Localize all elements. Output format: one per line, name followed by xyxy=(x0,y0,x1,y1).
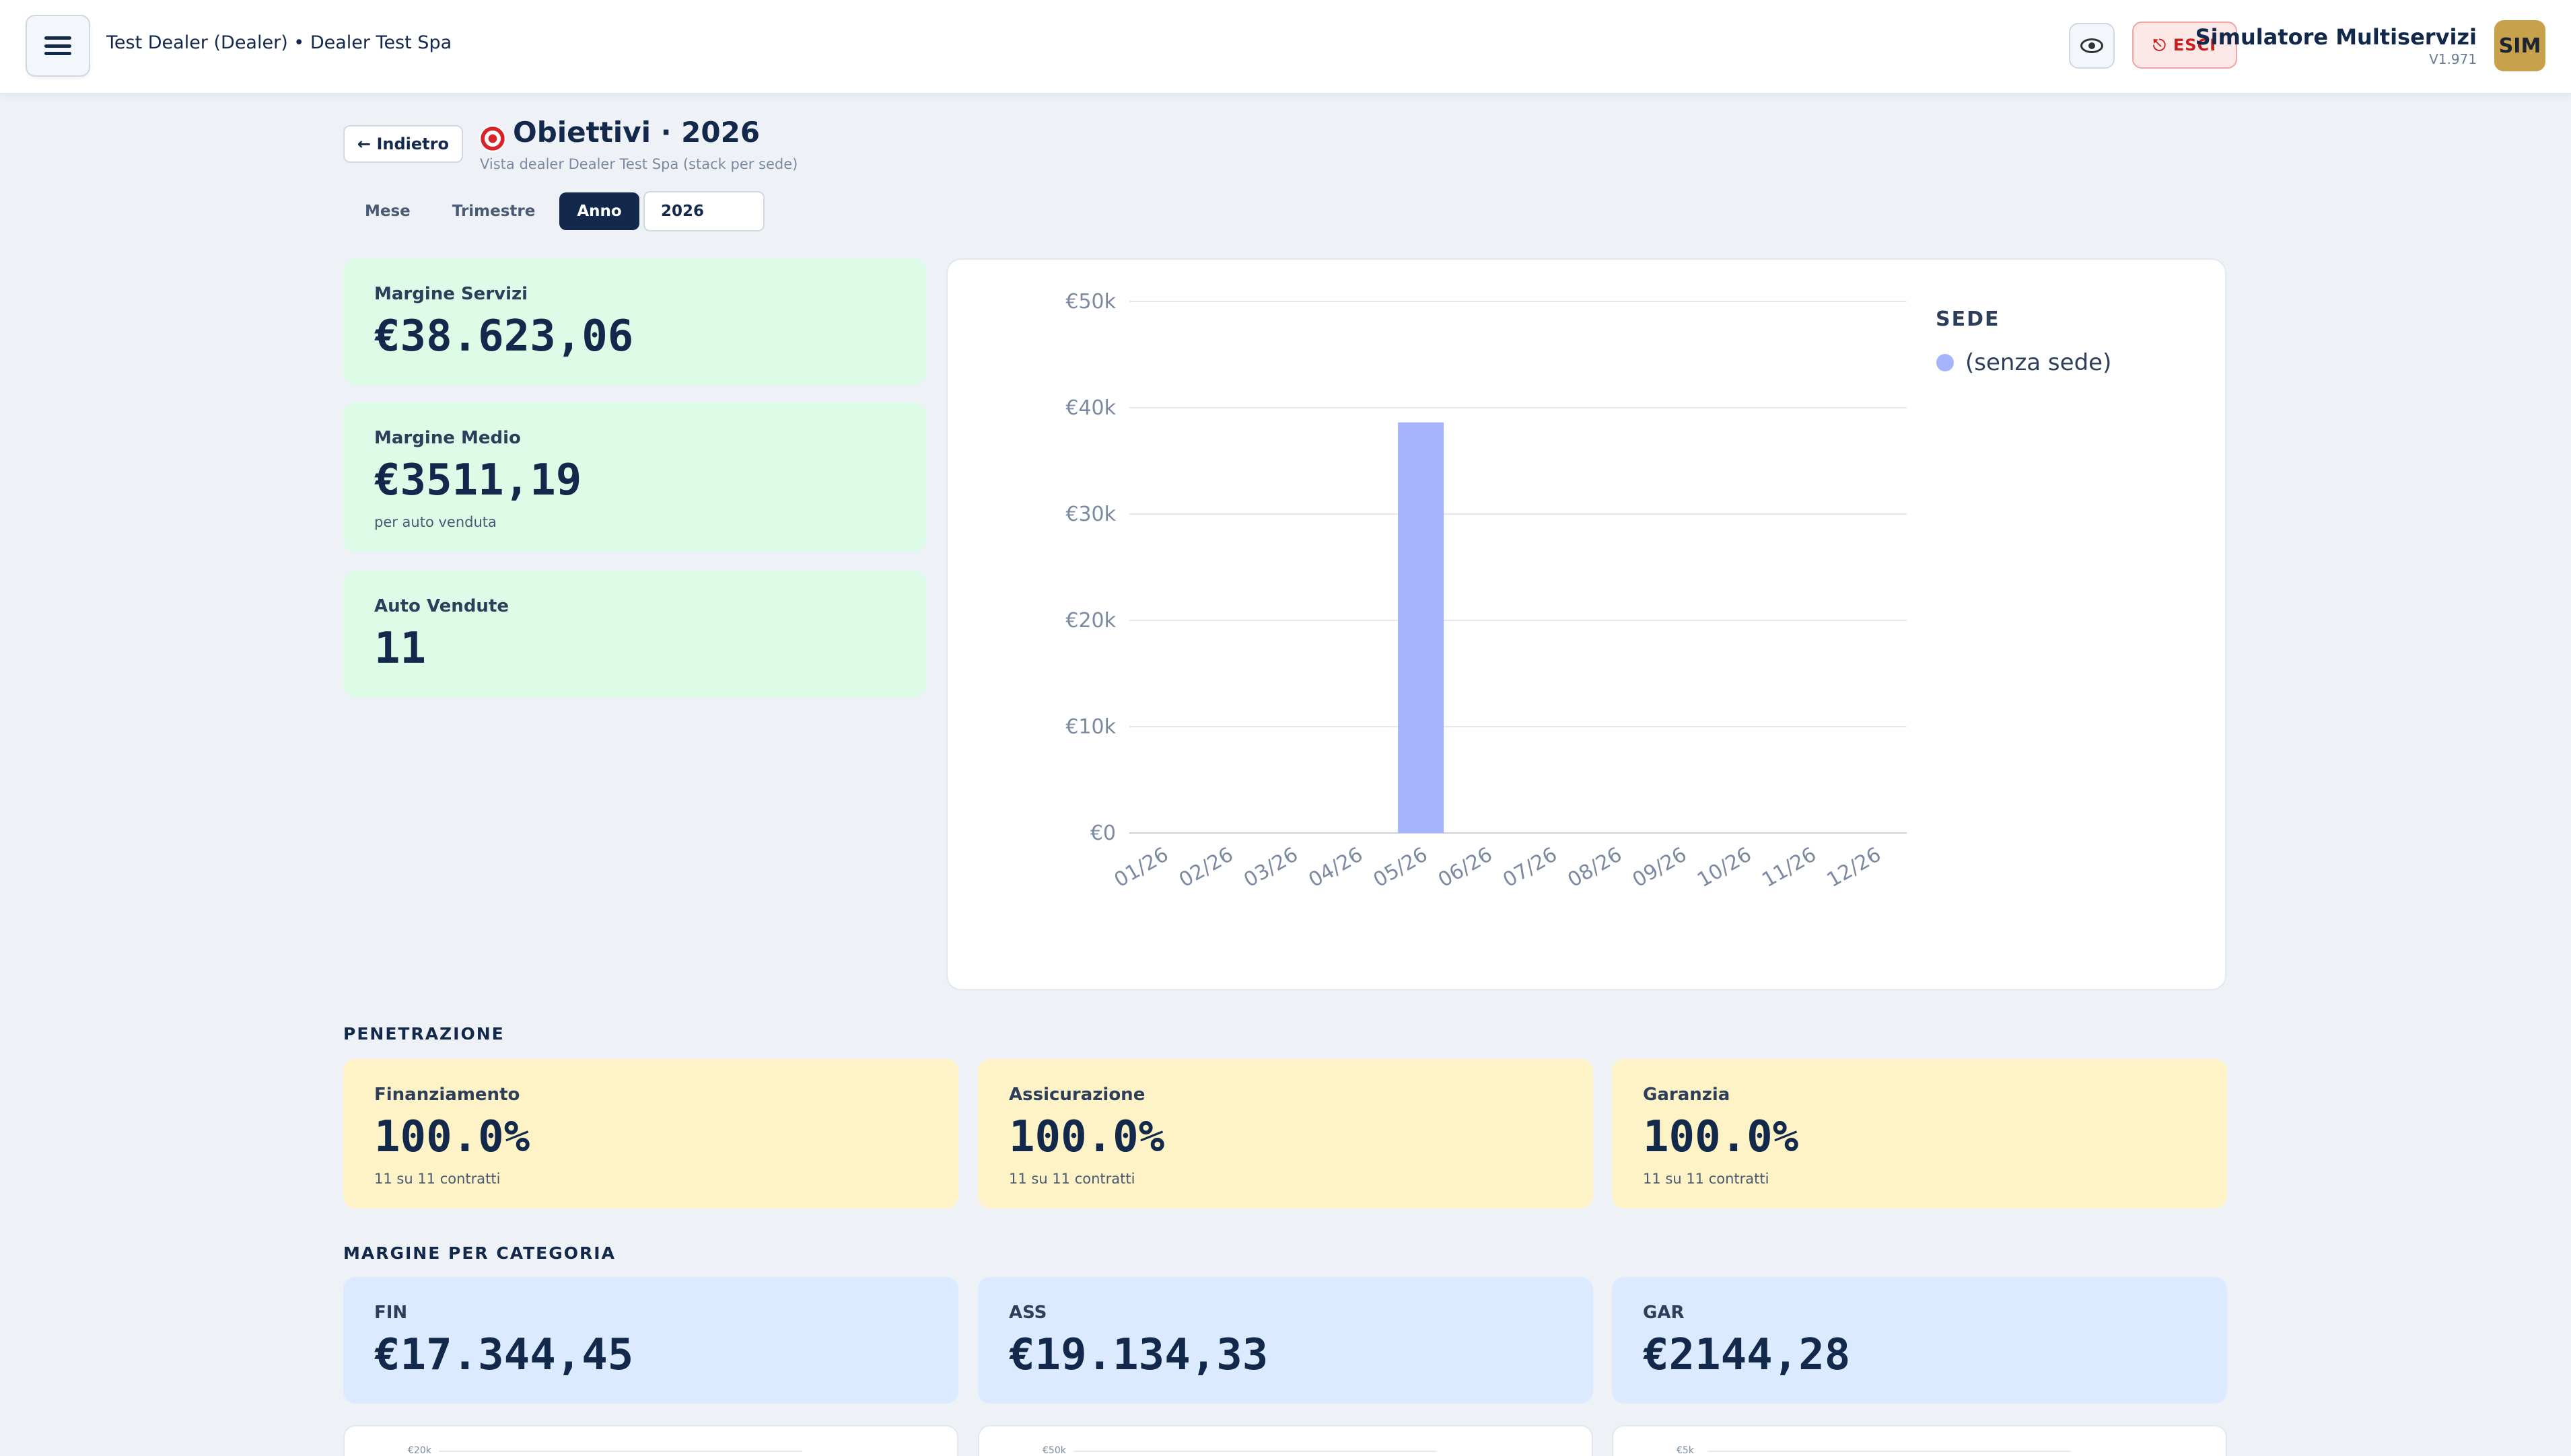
legend-swatch xyxy=(1936,354,1954,371)
section-title-penetrazione: PENETRAZIONE xyxy=(343,1024,505,1044)
card-label: ASS xyxy=(1009,1303,1047,1323)
x-tick-label: 03/26 xyxy=(1240,843,1302,893)
card-sub: 11 su 11 contratti xyxy=(374,1171,501,1187)
kpi-value: 11 xyxy=(374,624,427,674)
mini-chart-fin: €20k xyxy=(343,1425,958,1456)
logout-button[interactable]: ⎋ ESCI xyxy=(2132,22,2237,69)
app-version: V1.971 xyxy=(2429,51,2477,67)
logout-label: ESCI xyxy=(2173,36,2217,54)
legend-title: SEDE xyxy=(1936,307,2000,331)
top-bar: Test Dealer (Dealer) • Dealer Test Spa ⎋… xyxy=(0,0,2571,94)
card-value: 100.0% xyxy=(374,1112,530,1162)
mini-chart-ass: €50k xyxy=(978,1425,1593,1456)
category-card-gar: GAR €2144,28 xyxy=(1612,1277,2227,1404)
y-tick-label: €30k xyxy=(1065,503,1116,526)
x-tick-label: 04/26 xyxy=(1304,843,1366,893)
tab-trimestre[interactable]: Trimestre xyxy=(452,203,536,220)
card-label: Assicurazione xyxy=(1009,1085,1146,1105)
back-button[interactable]: ← Indietro xyxy=(343,125,463,163)
x-tick-label: 02/26 xyxy=(1175,843,1237,893)
mini-chart-gridline xyxy=(1707,1451,2071,1452)
app-title: Simulatore Multiservizi xyxy=(2195,24,2477,50)
kpi-value: €38.623,06 xyxy=(374,312,634,361)
kpi-label: Margine Servizi xyxy=(374,284,528,304)
kpi-label: Auto Vendute xyxy=(374,596,509,616)
penetration-card-finanziamento: Finanziamento 100.0% 11 su 11 contratti xyxy=(343,1059,958,1208)
page-title: Obiettivi · 2026 xyxy=(513,116,761,149)
card-label: Garanzia xyxy=(1643,1085,1730,1105)
section-title-margine-categoria: MARGINE PER CATEGORIA xyxy=(343,1243,616,1263)
x-tick-label: 07/26 xyxy=(1499,843,1561,893)
year-input[interactable]: 2026 xyxy=(643,191,765,231)
card-value: €19.134,33 xyxy=(1009,1330,1269,1380)
x-tick-label: 12/26 xyxy=(1823,843,1885,893)
x-tick-label: 05/26 xyxy=(1370,843,1432,893)
kpi-label: Margine Medio xyxy=(374,428,521,448)
eye-icon xyxy=(2080,38,2103,53)
avatar[interactable]: SIM xyxy=(2494,20,2545,71)
x-tick-label: 09/26 xyxy=(1629,843,1691,893)
power-icon: ⎋ xyxy=(2152,36,2167,54)
tab-mese[interactable]: Mese xyxy=(365,203,411,220)
legend-label: (senza sede) xyxy=(1965,349,2111,376)
mini-chart-tick: €5k xyxy=(1677,1445,1694,1456)
mini-chart-tick: €50k xyxy=(1043,1445,1066,1456)
card-label: GAR xyxy=(1643,1303,1685,1323)
x-tick-label: 08/26 xyxy=(1563,843,1625,893)
kpi-card-auto-vendute: Auto Vendute 11 xyxy=(343,571,926,697)
mini-chart-gridline xyxy=(1073,1451,1437,1452)
penetration-card-garanzia: Garanzia 100.0% 11 su 11 contratti xyxy=(1612,1059,2227,1208)
kpi-card-margine-servizi: Margine Servizi €38.623,06 xyxy=(343,258,926,385)
breadcrumb: Test Dealer (Dealer) • Dealer Test Spa xyxy=(106,32,452,53)
card-value: €17.344,45 xyxy=(374,1330,634,1380)
penetration-card-assicurazione: Assicurazione 100.0% 11 su 11 contratti xyxy=(978,1059,1593,1208)
card-label: Finanziamento xyxy=(374,1085,520,1105)
y-tick-label: €0 xyxy=(1090,822,1116,845)
target-icon xyxy=(479,125,506,152)
category-card-ass: ASS €19.134,33 xyxy=(978,1277,1593,1404)
card-value: €2144,28 xyxy=(1643,1330,1851,1380)
period-tabs: Mese Trimestre Anno xyxy=(347,192,639,230)
card-sub: 11 su 11 contratti xyxy=(1009,1171,1135,1187)
kpi-value: €3511,19 xyxy=(374,456,582,505)
mini-chart-tick: €20k xyxy=(408,1445,431,1456)
page-subtitle: Vista dealer Dealer Test Spa (stack per … xyxy=(480,156,798,172)
card-value: 100.0% xyxy=(1643,1112,1799,1162)
x-tick-label: 10/26 xyxy=(1693,843,1755,893)
kpi-sub: per auto venduta xyxy=(374,514,497,530)
y-tick-label: €20k xyxy=(1065,609,1116,632)
x-tick-label: 11/26 xyxy=(1758,843,1820,893)
y-tick-label: €10k xyxy=(1065,715,1116,739)
card-sub: 11 su 11 contratti xyxy=(1643,1171,1769,1187)
view-toggle-button[interactable] xyxy=(2069,23,2115,69)
x-tick-label: 01/26 xyxy=(1111,843,1172,893)
mini-chart-gridline xyxy=(439,1451,802,1452)
tab-anno[interactable]: Anno xyxy=(559,192,639,230)
margin-chart-panel: €0 €10k €20k €30k €40k €50k 01/26 02/26 03/26 04/… xyxy=(946,258,2226,990)
menu-icon xyxy=(44,36,71,55)
y-tick-label: €50k xyxy=(1065,290,1116,314)
bar-05-26 xyxy=(1398,422,1444,833)
margin-bar-chart: €0 €10k €20k €30k €40k €50k 01/26 02/26 03/26 04/… xyxy=(1065,290,2111,893)
y-tick-label: €40k xyxy=(1065,396,1116,420)
mini-chart-gar: €5k xyxy=(1612,1425,2227,1456)
x-tick-label: 06/26 xyxy=(1434,843,1496,893)
category-card-fin: FIN €17.344,45 xyxy=(343,1277,958,1404)
card-value: 100.0% xyxy=(1009,1112,1165,1162)
kpi-card-margine-medio: Margine Medio €3511,19 per auto venduta xyxy=(343,402,926,552)
menu-button[interactable] xyxy=(26,15,90,77)
card-label: FIN xyxy=(374,1303,408,1323)
